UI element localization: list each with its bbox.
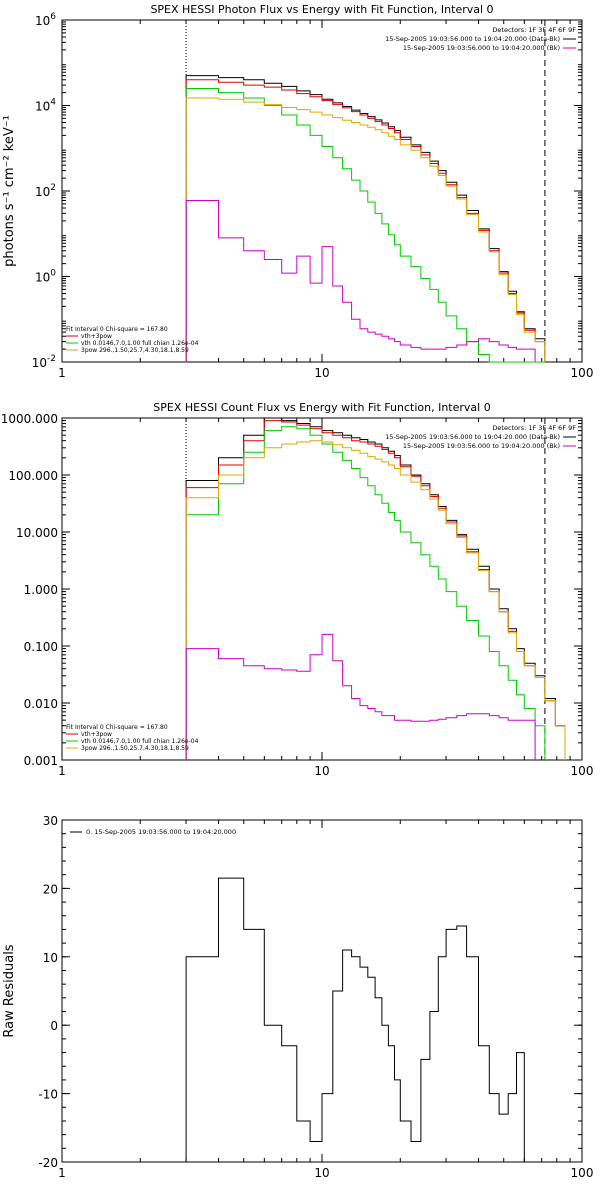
y-tick-label: 106 [35, 12, 56, 28]
legend-entry: 3pow 296.,1.50,25.7,4.30,18.1,8.59 [81, 745, 189, 752]
x-tick-label: 100 [571, 366, 594, 380]
legend-entry: 15-Sep-2005 19:03:56.000 to 19:04:20.000… [385, 35, 560, 43]
legend-entry: Fit Interval 0 Chi-square = 167.80 [66, 326, 168, 333]
y-tick-label: 104 [35, 98, 56, 114]
legend-entry: vth+3pow [81, 731, 112, 738]
y-tick-label: 10.000 [16, 526, 58, 540]
y-tick-label: 100.000 [8, 469, 58, 483]
legend-entry: Detectors: 1F 3F 4F 6F 9F [492, 26, 576, 34]
y-tick-label: 0.010 [24, 697, 58, 711]
y-axis-label: Raw Residuals [2, 944, 17, 1037]
legend-entry: 3pow 296.,1.50,25.7,4.30,18.1,8.59 [81, 347, 189, 354]
count-flux-chart: SPEX HESSI Count Flux vs Energy with Fit… [1, 401, 594, 778]
x-tick-label: 100 [571, 764, 594, 778]
x-tick-label: 100 [571, 1166, 594, 1180]
series-vth-3pow [185, 79, 546, 362]
chart-title: SPEX HESSI Photon Flux vs Energy with Fi… [150, 3, 493, 16]
x-tick-label: 10 [314, 366, 329, 380]
series-3pow [185, 440, 566, 760]
y-tick-label: 30 [43, 814, 58, 828]
x-tick-label: 1 [58, 764, 66, 778]
y-tick-label: 1000.000 [1, 412, 58, 426]
x-tick-label: 1 [58, 1166, 66, 1180]
x-tick-label: 10 [314, 1166, 329, 1180]
plot-frame [61, 417, 583, 761]
series-vth [185, 88, 545, 363]
series-vth-3pow [185, 420, 566, 760]
y-tick-label: -20 [38, 1156, 58, 1170]
y-tick-label: 0.100 [24, 640, 58, 654]
photon-flux-chart: SPEX HESSI Photon Flux vs Energy with Fi… [2, 3, 593, 380]
residuals-chart: 1 10 100 -20 -10 0 10 20 30 Raw Residuals 0. 15-Se… [2, 814, 593, 1180]
chart-title: SPEX HESSI Count Flux vs Energy with Fit… [153, 401, 490, 414]
series-vth [185, 426, 546, 760]
legend-entry: 15-Sep-2005 19:03:56.000 to 19:04:20.000… [403, 44, 560, 52]
y-tick-label: 10 [43, 951, 58, 965]
series-bk [185, 633, 536, 760]
series-0-15-sep-2005-19-03-56-000-to-19-04-20-000 [185, 877, 525, 1162]
series-bk [185, 200, 536, 362]
y-axis-label: photons s⁻¹ cm⁻² keV⁻¹ [2, 115, 17, 267]
series-3pow [185, 97, 546, 362]
y-tick-label: 102 [35, 183, 56, 199]
legend-entry: 0. 15-Sep-2005 19:03:56.000 to 19:04:20.… [86, 828, 236, 836]
legend-entry: 15-Sep-2005 19:03:56.000 to 19:04:20.000… [385, 433, 560, 441]
legend-entry: vth+3pow [81, 333, 112, 340]
x-tick-label: 10 [314, 764, 329, 778]
plot-frame [61, 19, 583, 363]
y-tick-label: 100 [35, 269, 56, 285]
x-tick-label: 1 [58, 366, 66, 380]
y-tick-label: -10 [38, 1088, 58, 1102]
series-data-bk [185, 75, 546, 362]
y-tick-label: 0.001 [24, 754, 58, 768]
legend-entry: Fit Interval 0 Chi-square = 167.80 [66, 724, 168, 731]
legend-entry: vth 0.0146,7.0,1.00 full chian 1.26e-04 [81, 738, 199, 745]
legend-entry: vth 0.0146,7.0,1.00 full chian 1.26e-04 [81, 340, 199, 347]
y-tick-label: 20 [43, 882, 58, 896]
y-tick-label: 0 [50, 1019, 58, 1033]
legend-entry: Detectors: 1F 3F 4F 6F 9F [492, 424, 576, 432]
y-tick-label: 1.000 [24, 583, 58, 597]
y-tick-label: 10-2 [32, 354, 56, 370]
legend-entry: 15-Sep-2005 19:03:56.000 to 19:04:20.000… [403, 442, 560, 450]
